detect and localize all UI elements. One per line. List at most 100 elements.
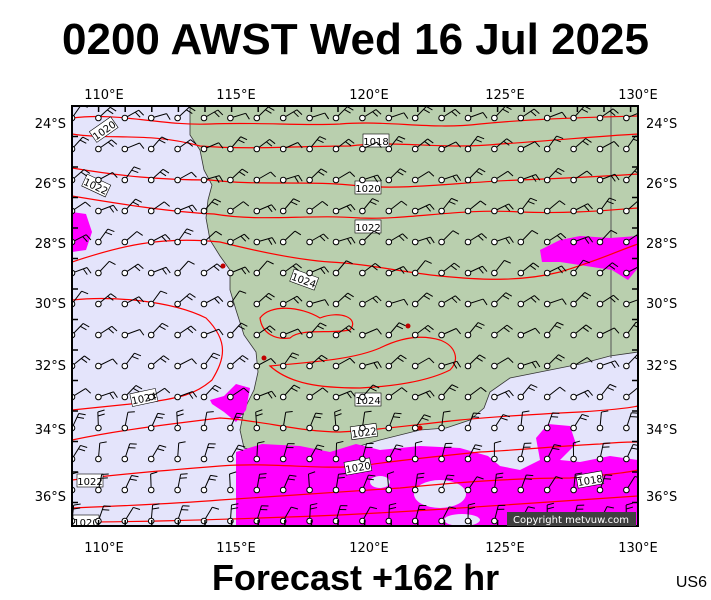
wind-barb [200, 109, 224, 122]
wind-barb [359, 361, 382, 370]
svg-text:1024: 1024 [355, 396, 380, 407]
wind-barb [253, 138, 276, 153]
wind-barb [332, 472, 346, 494]
isobar-label: 1022 [349, 422, 379, 441]
wind-barb [491, 203, 514, 215]
wind-barb [72, 355, 91, 370]
wind-barb [623, 299, 638, 308]
wind-barb [385, 444, 404, 463]
wind-barb [517, 262, 540, 277]
wind-barb [359, 198, 380, 215]
lat-label: 36°S [646, 490, 677, 505]
wind-barb [411, 472, 425, 494]
wind-barb [332, 260, 353, 277]
wind-barb [543, 265, 567, 277]
wind-barb [332, 357, 356, 370]
wind-barb [147, 136, 169, 153]
wind-barb [174, 293, 196, 308]
svg-text:1022: 1022 [355, 223, 380, 234]
wind-barb [121, 166, 141, 184]
wind-barb [147, 290, 168, 308]
wind-barb [95, 325, 118, 339]
wind-barb [332, 390, 356, 401]
wind-barb [491, 324, 513, 339]
wind-barb [517, 360, 541, 370]
wind-barb [95, 106, 117, 122]
wind-barb [596, 360, 620, 370]
wind-barb [543, 412, 560, 432]
wind-barb [279, 230, 302, 246]
wind-barb [174, 325, 197, 339]
lat-label: 34°S [646, 423, 677, 438]
frame-ticks [71, 105, 638, 526]
wind-barb [227, 444, 246, 463]
wind-barb [596, 410, 609, 432]
wind-barb [253, 292, 275, 308]
wind-barb [411, 390, 435, 401]
wind-barb [385, 266, 409, 277]
wind-barb [438, 506, 457, 525]
lon-label: 115°E [216, 88, 256, 103]
wind-barb [147, 355, 170, 370]
wind-barb [200, 443, 216, 463]
lon-labels-top: 110°E 115°E 120°E 125°E 130°E [84, 88, 658, 103]
wind-barb [200, 142, 224, 153]
wind-barb [253, 505, 269, 525]
lon-label: 125°E [485, 541, 525, 556]
wind-barb [359, 474, 376, 494]
wind-barb [121, 443, 137, 463]
wind-barb [438, 328, 462, 339]
wind-barb [385, 412, 402, 432]
wind-barb [359, 384, 380, 401]
wind-barb [253, 106, 275, 122]
wind-barb [385, 502, 397, 525]
wind-barb [464, 112, 488, 122]
wind-barb [517, 410, 530, 432]
wind-barb [121, 411, 135, 432]
lat-label: 28°S [35, 237, 66, 252]
wind-barb [385, 322, 406, 339]
wind-barb [491, 170, 514, 184]
wind-barb [359, 109, 382, 122]
wind-barb [121, 385, 143, 401]
wind-barb [464, 386, 487, 401]
wind-barb [464, 265, 488, 277]
wind-barb [570, 203, 593, 215]
lat-label: 34°S [35, 423, 66, 438]
wind-barb [543, 135, 564, 153]
wind-barb [174, 106, 196, 122]
wind-barb [279, 198, 301, 215]
wind-barb [227, 412, 244, 432]
svg-text:Copyright metvuw.com: Copyright metvuw.com [513, 515, 629, 526]
shark-bay [176, 160, 196, 196]
wind-barb [253, 358, 277, 370]
wind-barb [543, 111, 567, 122]
isobar-labels: 1020 1018 1022 1020 1022 1024 1024 1024 … [72, 116, 605, 526]
wind-barb [227, 168, 249, 184]
wind-barb [227, 471, 237, 494]
lat-label: 30°S [35, 297, 66, 312]
wind-barb [570, 357, 593, 370]
wind-barb [72, 323, 90, 339]
wind-barb [306, 266, 330, 277]
wind-barb [332, 236, 356, 246]
wind-barb [570, 440, 581, 463]
wind-barb [464, 168, 486, 184]
wind-barb [438, 108, 461, 122]
wind-barb [147, 266, 171, 277]
wind-barb [253, 325, 276, 339]
wind-barb [306, 168, 328, 184]
lat-labels-left: 24°S 26°S 28°S 30°S 32°S 34°S 36°S [35, 117, 66, 505]
wind-barb [517, 384, 538, 401]
lat-label: 28°S [646, 237, 677, 252]
wind-barb [253, 237, 277, 246]
wind-barb [332, 171, 356, 184]
wind-barb [570, 259, 590, 277]
wind-barb [332, 325, 355, 339]
isobar-label: 1020 [354, 180, 382, 195]
wind-barb [385, 135, 406, 153]
svg-text:1020: 1020 [355, 184, 380, 195]
wind-barb [464, 233, 488, 246]
land-australia [189, 106, 638, 459]
wind-barb [279, 174, 303, 184]
